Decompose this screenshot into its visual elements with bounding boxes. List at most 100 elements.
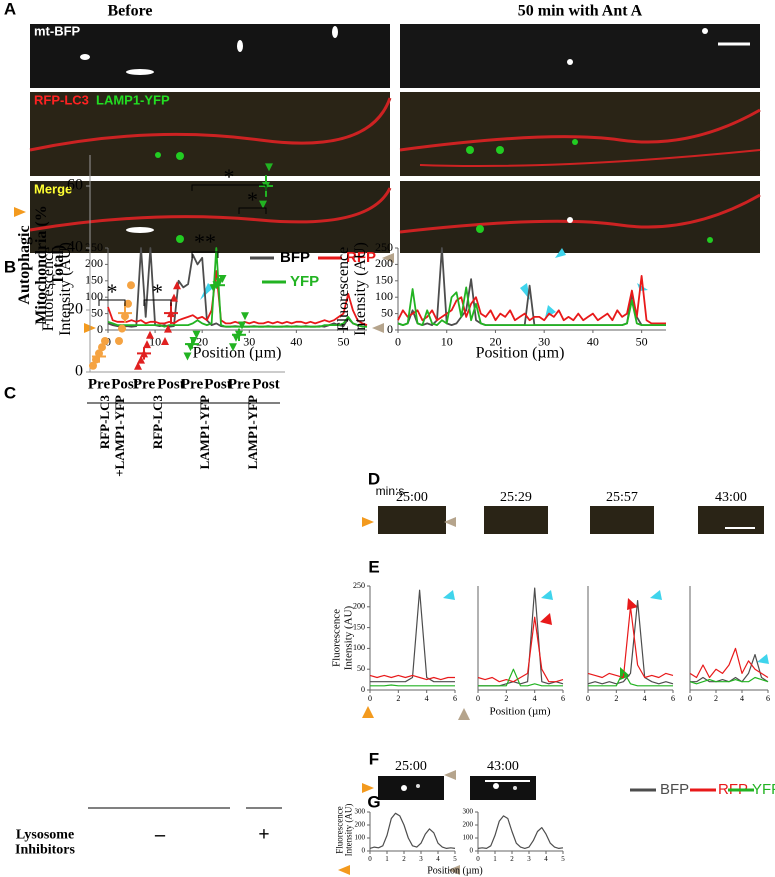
y-tick-label: 150 — [375, 273, 393, 287]
y-tick-label: 150 — [85, 273, 103, 287]
category-label: Pre — [228, 376, 251, 392]
series-line — [369, 674, 455, 681]
micrograph — [400, 24, 760, 88]
data-point — [101, 337, 109, 345]
channel-label: LAMP1-YFP — [96, 92, 170, 107]
series-line — [478, 587, 564, 687]
data-point — [238, 321, 246, 330]
group-label: +LAMP1-YFP — [111, 395, 127, 477]
y-tick-label: 300 — [463, 808, 474, 816]
category-label: Post — [204, 376, 232, 392]
y-tick-label: 200 — [85, 256, 103, 270]
x-tick-label: 40 — [587, 335, 599, 349]
y-tick-label: 250 — [353, 581, 365, 590]
x-tick-label: 0 — [586, 694, 590, 703]
x-tick-label: 3 — [419, 855, 423, 863]
time-unit: min:s — [376, 484, 405, 498]
data-point — [259, 200, 267, 209]
data-point — [189, 337, 198, 345]
x-axis-title: Position (µm) — [427, 865, 483, 876]
time-label: 25:00 — [395, 759, 427, 774]
x-tick-label: 2 — [504, 694, 508, 703]
data-point — [183, 352, 192, 361]
panel-letter: C — [4, 383, 16, 402]
time-label: 25:00 — [396, 490, 428, 505]
micrograph — [400, 181, 760, 253]
data-point — [161, 337, 169, 345]
x-tick-label: 4 — [740, 694, 744, 703]
data-point — [118, 324, 126, 333]
y-tick-label: 60 — [67, 177, 83, 194]
significance-mark: ** — [194, 229, 216, 254]
micrograph — [698, 506, 764, 534]
group-label: LAMP1-YFP — [197, 395, 213, 470]
data-point — [146, 330, 154, 339]
data-point — [137, 355, 145, 364]
y-tick-label: 200 — [353, 602, 365, 611]
x-tick-label: 2 — [396, 694, 400, 703]
sig-bracket — [191, 184, 267, 191]
x-axis-title: Position (µm) — [193, 345, 282, 362]
time-label: 43:00 — [487, 759, 519, 774]
y-tick-label: 0 — [97, 322, 103, 336]
red-process — [29, 97, 392, 152]
category-label: Pre — [88, 376, 111, 392]
group-label: RFP-LC3 — [96, 395, 112, 450]
y-tick-label: 100 — [375, 289, 393, 303]
data-point — [164, 324, 172, 333]
x-tick-label: 6 — [671, 694, 675, 703]
y-tick-label: 200 — [375, 256, 393, 270]
series-line — [397, 286, 666, 326]
sig-bracket — [143, 299, 172, 306]
series-line — [587, 606, 674, 679]
x-tick-label: 5 — [561, 855, 565, 863]
x-tick-label: 6 — [453, 694, 457, 703]
x-tick-label: 4 — [643, 694, 647, 703]
series-line — [478, 668, 563, 687]
micrograph — [30, 24, 390, 88]
x-tick-label: 40 — [290, 335, 302, 349]
panel-letter: G — [367, 792, 380, 811]
data-point — [241, 312, 249, 321]
data-point — [218, 275, 227, 283]
category-label: Post — [157, 376, 185, 392]
x-tick-label: 4 — [544, 855, 548, 863]
panel-letter: F — [369, 749, 379, 768]
y-tick-label: 200 — [463, 821, 474, 829]
data-point — [115, 337, 123, 345]
y-tick-label: 300 — [355, 808, 366, 816]
y-tick-label: 200 — [355, 821, 366, 829]
spots — [155, 139, 713, 243]
legend-label: YFP — [290, 273, 319, 290]
red-process — [399, 108, 761, 152]
x-tick-label: 1 — [385, 855, 389, 863]
series-line — [107, 270, 368, 326]
y-tick-label: 50 — [357, 664, 365, 673]
series-line — [477, 815, 564, 849]
y-axis-title: Autophagic Mitochondria (% Total) — [15, 205, 67, 325]
x-tick-label: 4 — [425, 694, 429, 703]
x-axis-title: Position (µm) — [489, 706, 550, 718]
y-tick-label: 100 — [85, 289, 103, 303]
y-tick-label: 100 — [353, 643, 365, 652]
red-process — [29, 187, 392, 232]
legend-label: BFP — [280, 249, 310, 266]
x-tick-label: 50 — [636, 335, 648, 349]
data-point — [89, 361, 97, 370]
y-tick-label: 0 — [387, 322, 393, 336]
red-process — [419, 149, 761, 167]
category-label: Post — [252, 376, 280, 392]
series-line — [370, 684, 455, 687]
x-tick-label: 0 — [368, 694, 372, 703]
micrograph — [484, 506, 548, 534]
data-point — [127, 281, 135, 290]
column-header: Before — [107, 3, 152, 20]
micrograph — [590, 506, 654, 534]
panel-letter: E — [368, 557, 379, 576]
x-tick-label: 10 — [441, 335, 453, 349]
series-line — [397, 275, 666, 325]
series-line — [107, 247, 367, 328]
x-tick-label: 20 — [489, 335, 501, 349]
time-label: 25:57 — [606, 490, 638, 505]
y-tick-label: 40 — [67, 239, 83, 256]
